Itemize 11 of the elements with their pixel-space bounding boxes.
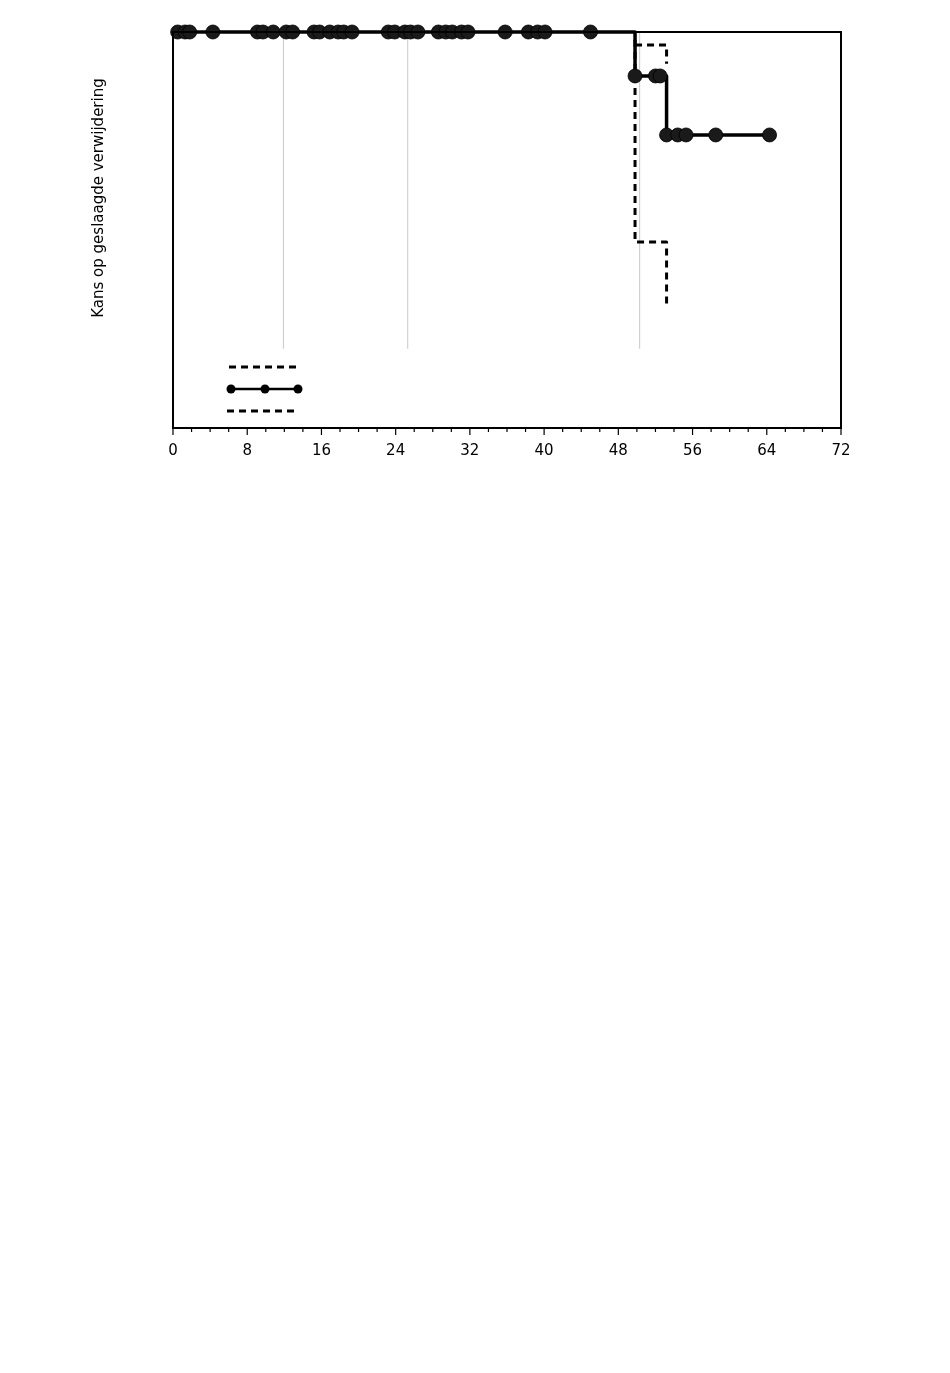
x-tick-label: 72 xyxy=(831,441,851,459)
x-tick-label: 16 xyxy=(311,441,331,459)
y-axis-title: Kans op geslaagde verwijdering xyxy=(89,78,107,318)
x-tick-label: 24 xyxy=(386,441,406,459)
x-tick-label: 64 xyxy=(757,441,777,459)
x-tick-label: 48 xyxy=(608,441,628,459)
x-tick-label: 0 xyxy=(168,441,178,459)
x-tick-label: 8 xyxy=(242,441,252,459)
x-tick-label: 40 xyxy=(534,441,554,459)
x-tick-label: 56 xyxy=(683,441,703,459)
x-tick-label: 32 xyxy=(460,441,480,459)
